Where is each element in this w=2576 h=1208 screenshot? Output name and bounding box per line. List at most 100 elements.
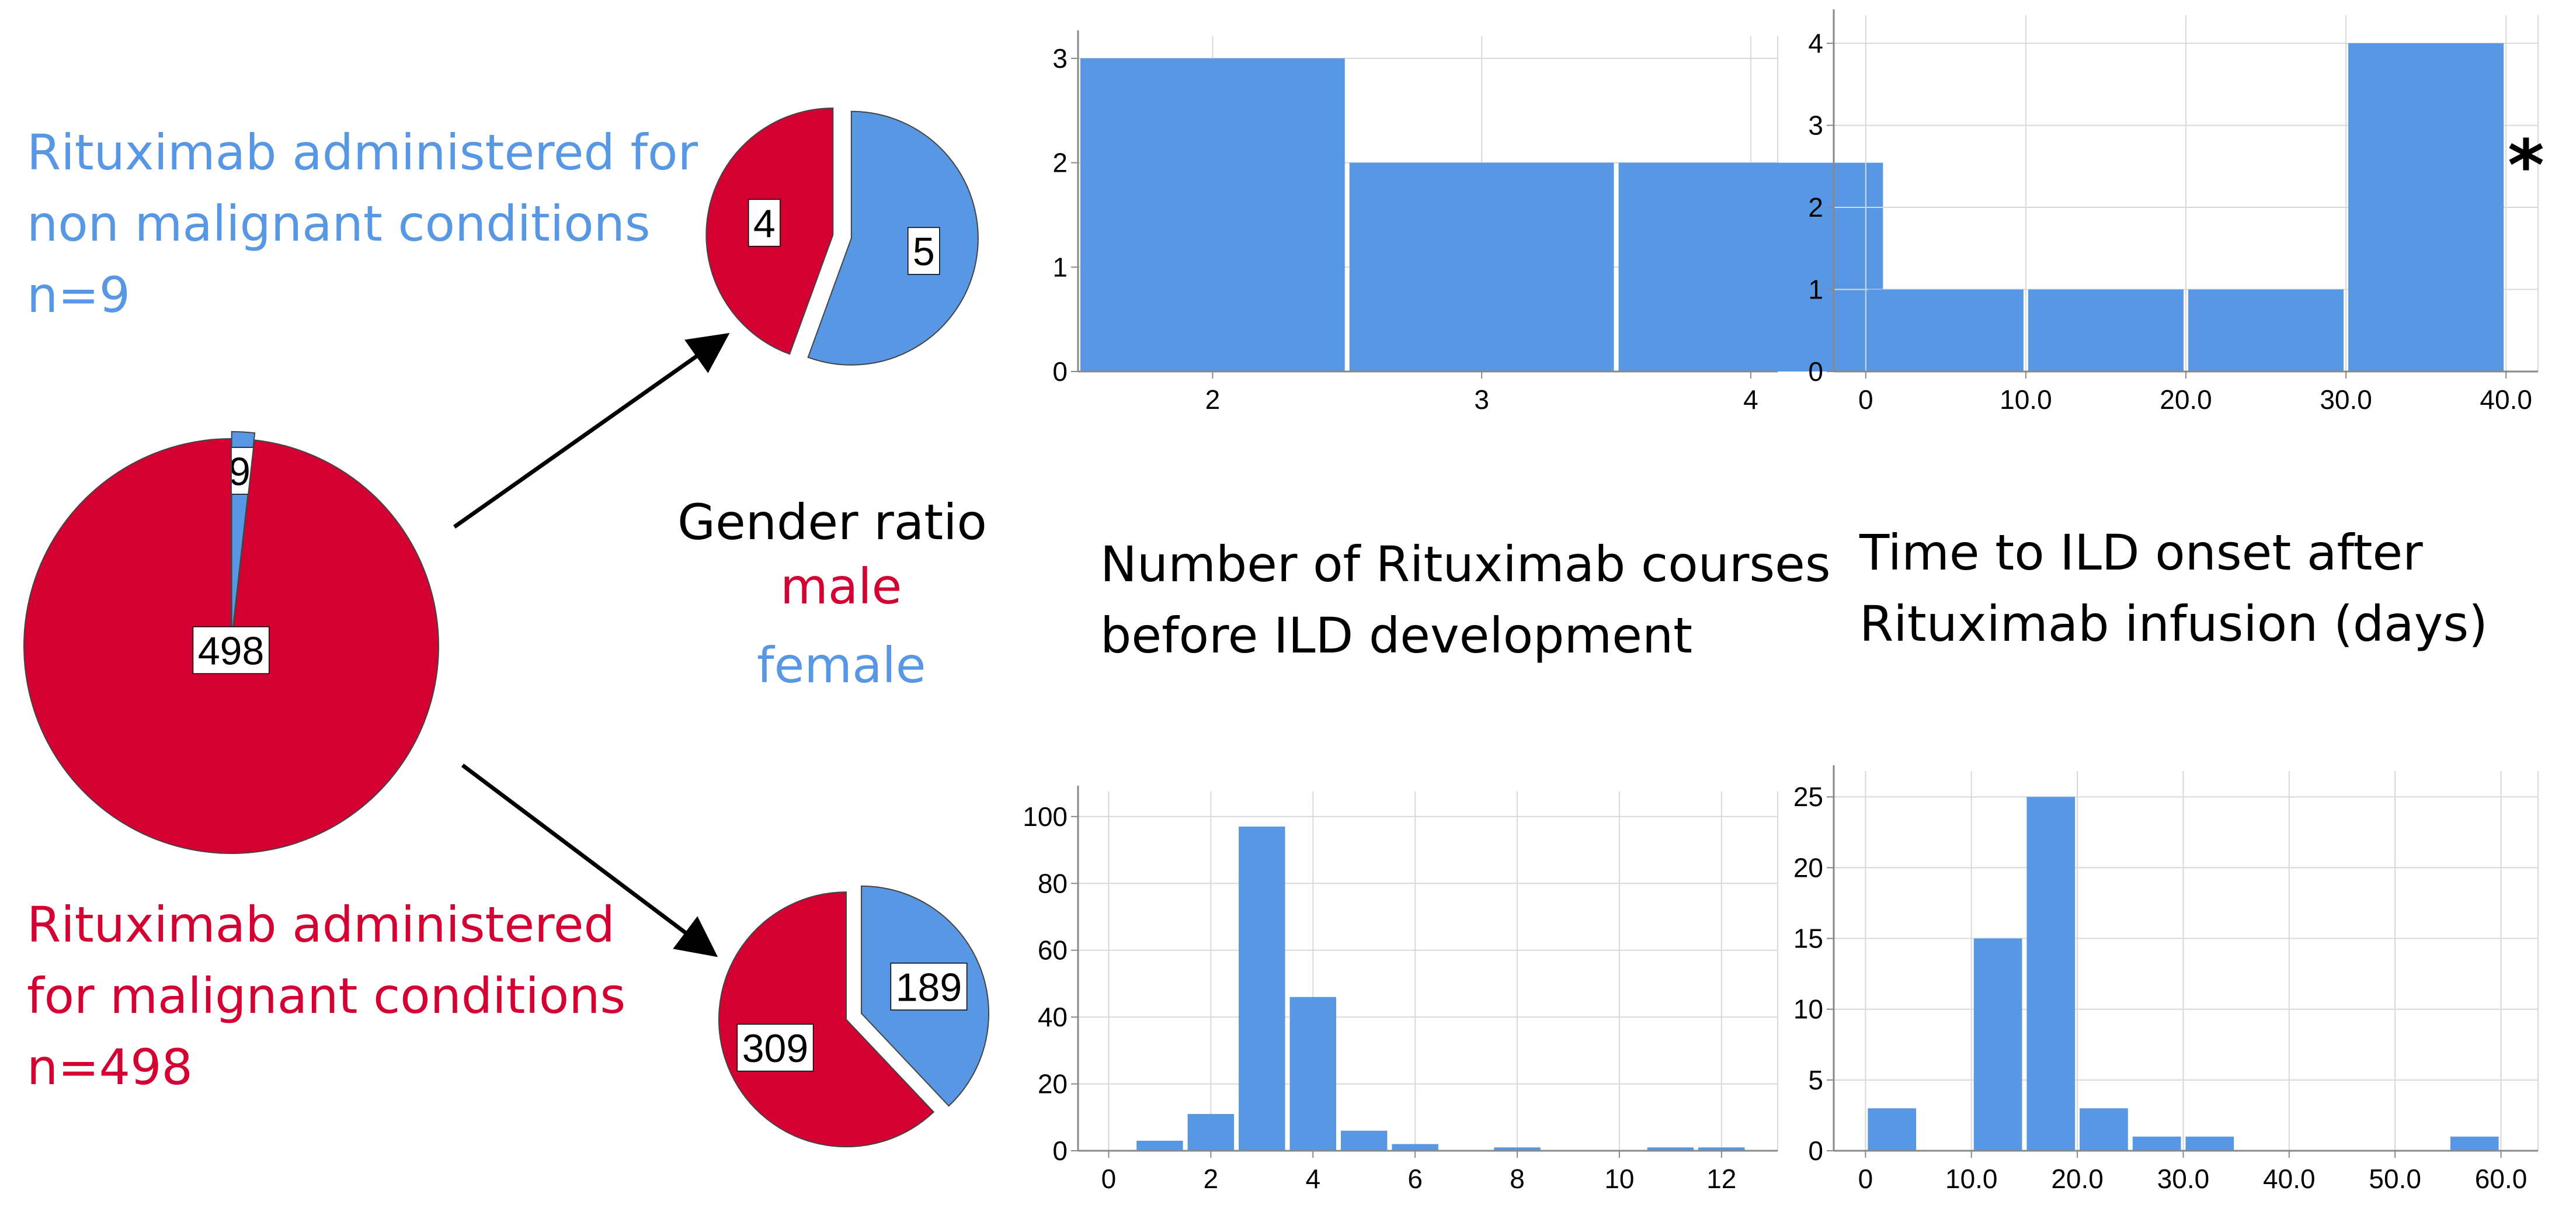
hist-4-xtick-label-1: 10.0 xyxy=(2000,384,2052,415)
pie-1-label-1: 4 xyxy=(753,202,776,246)
hist-5-xtick-label-4: 8 xyxy=(1510,1164,1525,1194)
legend-male: male xyxy=(780,558,902,615)
hist-6-xtick-label-2: 20.0 xyxy=(2051,1164,2104,1194)
hist-5-ytick-label-2: 40 xyxy=(1038,1002,1068,1032)
hist-6-xtick-label-4: 40.0 xyxy=(2263,1164,2316,1194)
courses-caption-line-2: before ILD development xyxy=(1100,607,1693,664)
hist-5-ytick-label-1: 20 xyxy=(1038,1069,1068,1099)
hist-5-xtick-label-5: 10 xyxy=(1604,1164,1634,1194)
hist-4-ytick-label-3: 3 xyxy=(1808,110,1823,141)
hist-6-ytick-label-0: 0 xyxy=(1808,1136,1823,1166)
hist-3-xtick-label-1: 3 xyxy=(1474,384,1489,415)
hist-6-bar-0 xyxy=(1868,1108,1917,1151)
hist-6-ytick-label-2: 10 xyxy=(1793,994,1823,1025)
pie-1-label-1-box xyxy=(748,199,781,247)
hist-4-xtick-label-4: 40.0 xyxy=(2480,384,2532,415)
hist-5-xtick-label-3: 6 xyxy=(1407,1164,1423,1194)
hist-5-bar-3 xyxy=(1289,997,1336,1151)
hist-5-bar-1 xyxy=(1187,1114,1235,1151)
hist-6-ytick-label-4: 20 xyxy=(1793,852,1823,883)
hist-3-ytick-label-1: 1 xyxy=(1052,252,1068,282)
hist-5-ytick-label-4: 80 xyxy=(1038,868,1068,898)
pie-2-label-1: 309 xyxy=(742,1026,808,1071)
non-malignant-caption-line-1: Rituximab administered for xyxy=(27,124,698,181)
pie-2-label-0: 189 xyxy=(896,965,962,1009)
hist-3-ytick-label-0: 0 xyxy=(1052,356,1068,387)
hist-3-xtick-label-0: 2 xyxy=(1205,384,1221,415)
arrow-to-non-malignant xyxy=(453,332,730,529)
hist-6-xtick-label-5: 50.0 xyxy=(2369,1164,2421,1194)
hist-4-bar-2 xyxy=(2188,289,2344,372)
hist-4-xtick-label-0: 0 xyxy=(1858,384,1873,415)
hist-5-bar-4 xyxy=(1340,1130,1388,1151)
hist-5-xtick-label-1: 2 xyxy=(1204,1164,1219,1194)
onset-caption-line-1: Time to ILD onset after xyxy=(1859,524,2423,581)
hist-5-xtick-label-0: 0 xyxy=(1101,1164,1117,1194)
pie-1-label-0-box xyxy=(908,227,940,275)
hist-6-ytick-label-1: 5 xyxy=(1808,1065,1823,1095)
hist-6-bar-5 xyxy=(2185,1136,2234,1151)
hist-5-xtick-label-2: 4 xyxy=(1305,1164,1320,1194)
malignant-caption-line-2: for malignant conditions xyxy=(27,967,626,1025)
non-malignant-caption-line-2: non malignant conditions xyxy=(27,195,651,252)
non-malignant-caption-line-3: n=9 xyxy=(27,266,131,324)
pie-0-label-0: 9 xyxy=(228,449,251,494)
onset-caption: Time to ILD onset after Rituximab infusi… xyxy=(1859,517,2488,659)
non-malignant-caption: Rituximab administered for non malignant… xyxy=(27,117,698,331)
hist-6-xtick-label-6: 60.0 xyxy=(2475,1164,2528,1194)
hist-5-bar-7 xyxy=(1647,1147,1694,1151)
hist-3-xtick-label-2: 4 xyxy=(1743,384,1758,415)
histogram-courses_malignant: 0 20 40 60 80 100 0 2 4 6 8 10 12 xyxy=(1023,786,1778,1194)
hist-5-bar-5 xyxy=(1392,1144,1438,1151)
hist-5-ytick-label-3: 60 xyxy=(1038,935,1068,966)
hist-3-bar-2 xyxy=(1618,162,1883,372)
hist-4-ytick-label-4: 4 xyxy=(1808,28,1823,58)
histogram-onset_non_malignant: 0 1 2 3 4 0 10.0 20.0 30.0 40.0 xyxy=(1808,9,2539,415)
courses-caption-line-1: Number of Rituximab courses xyxy=(1100,536,1831,593)
malignant-caption-line-1: Rituximab administered xyxy=(27,896,615,953)
arrow-to-malignant xyxy=(461,763,718,957)
pie-1-label-0: 5 xyxy=(913,230,935,274)
histogram-onset_malignant: 0 5 10 15 20 25 0 10.0 20.0 30.0 40.0 50.0 60.0 xyxy=(1793,765,2539,1194)
pie-0-label-1: 498 xyxy=(198,629,264,674)
hist-5-xtick-label-6: 12 xyxy=(1706,1164,1736,1194)
hist-5-bar-0 xyxy=(1136,1140,1183,1151)
hist-3-bar-1 xyxy=(1349,162,1614,372)
hist-5-bar-6 xyxy=(1494,1147,1541,1151)
pie-2-label-1-box xyxy=(736,1023,814,1072)
hist-4-ytick-label-0: 0 xyxy=(1808,356,1823,387)
hist-4-ytick-label-2: 2 xyxy=(1808,192,1823,223)
pie-0-label-1-box xyxy=(192,626,270,674)
malignant-caption-line-3: n=498 xyxy=(27,1039,193,1096)
hist-5-ytick-label-0: 0 xyxy=(1052,1136,1068,1166)
legend-female: female xyxy=(757,637,926,694)
hist-4-bar-3 xyxy=(2348,43,2504,372)
hist-3-bar-0 xyxy=(1080,58,1345,372)
hist-6-bar-1 xyxy=(1973,938,2022,1151)
hist-6-bar-4 xyxy=(2132,1136,2181,1151)
onset-caption-line-2: Rituximab infusion (days) xyxy=(1859,595,2488,652)
hist-4-bar-1 xyxy=(2028,289,2184,372)
hist-6-bar-3 xyxy=(2080,1108,2128,1151)
hist-6-xtick-label-0: 0 xyxy=(1858,1164,1873,1194)
hist-3-ytick-label-2: 2 xyxy=(1052,148,1068,178)
pie-2-slice-1 xyxy=(718,891,935,1148)
hist-6-bar-6 xyxy=(2450,1136,2499,1151)
hist-4-ytick-label-1: 1 xyxy=(1808,275,1823,305)
hist-4-xtick-label-2: 20.0 xyxy=(2160,384,2212,415)
hist-4-xtick-label-3: 30.0 xyxy=(2320,384,2372,415)
hist-6-ytick-label-5: 25 xyxy=(1793,782,1823,812)
hist-5-bar-8 xyxy=(1698,1147,1745,1151)
hist-5-ytick-label-5: 100 xyxy=(1023,801,1068,832)
hist-5-bar-2 xyxy=(1239,827,1285,1151)
pie-1-slice-0 xyxy=(807,110,979,366)
malignant-caption: Rituximab administered for malignant con… xyxy=(27,889,625,1103)
hist-6-bar-2 xyxy=(2026,797,2076,1151)
courses-caption: Number of Rituximab courses before ILD d… xyxy=(1100,529,1831,671)
significance-asterisk: * xyxy=(2508,126,2544,207)
pie-2-label-0-box xyxy=(890,963,968,1011)
hist-6-xtick-label-3: 30.0 xyxy=(2157,1164,2210,1194)
hist-6-xtick-label-1: 10.0 xyxy=(1945,1164,1998,1194)
